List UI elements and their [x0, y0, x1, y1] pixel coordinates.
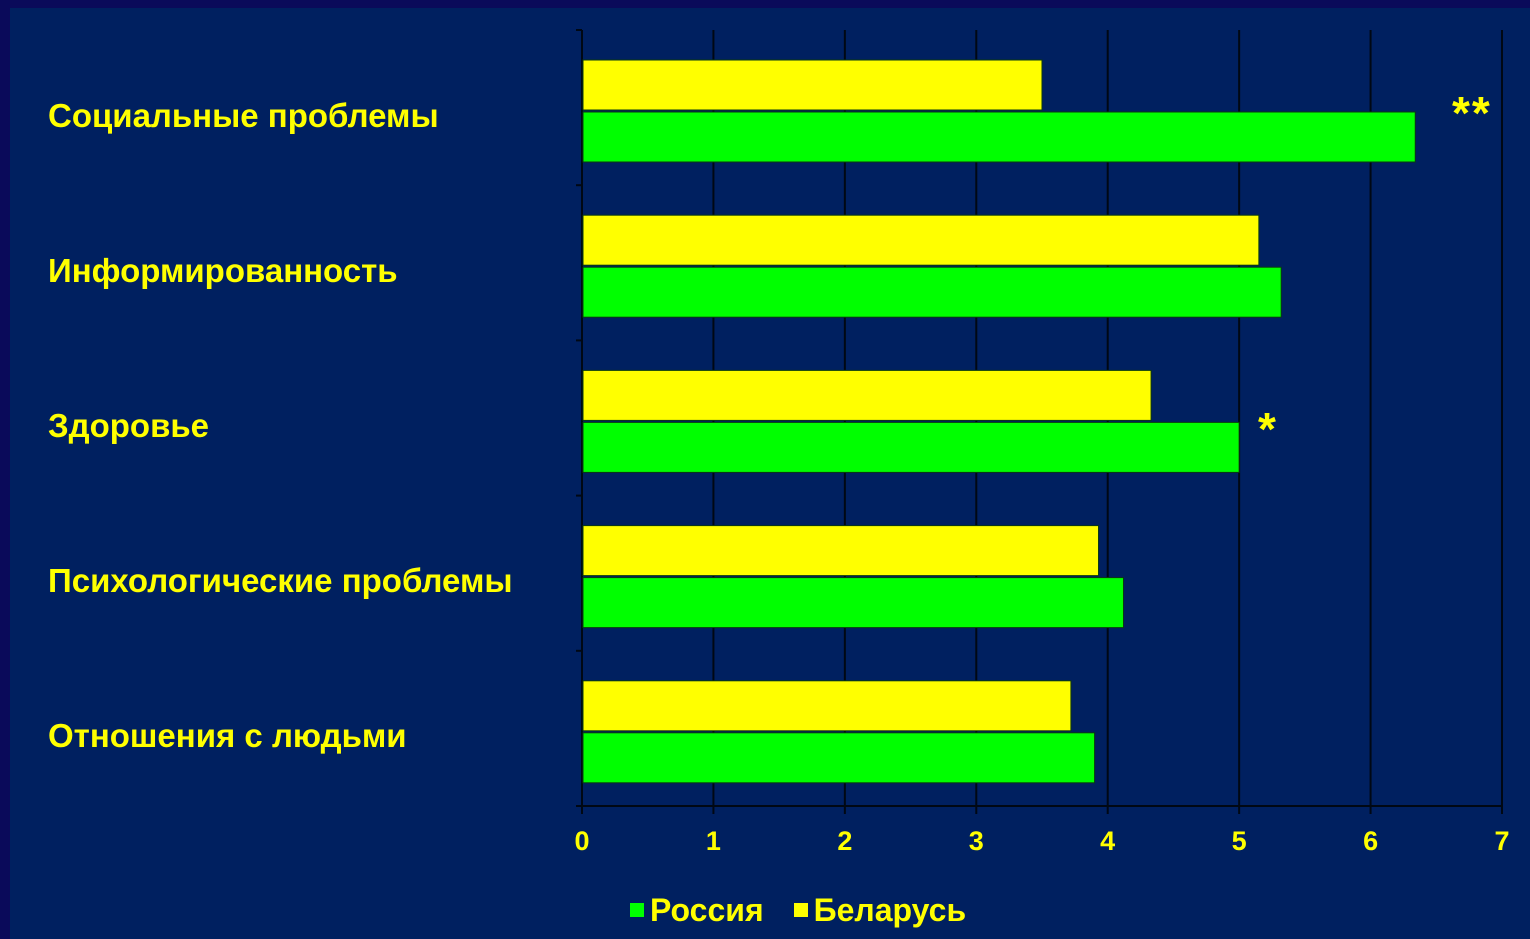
x-tick-label: 4 [1100, 826, 1116, 856]
legend-swatch-belarus [793, 903, 808, 917]
chart-plot [576, 29, 1503, 814]
significance-annotation-double: ** [1452, 87, 1492, 139]
bar-russia-3 [582, 577, 1124, 629]
chart-frame: Социальные проблемы Информированность Зд… [10, 8, 1530, 939]
bar-russia-2 [582, 421, 1240, 473]
x-tick-label: 6 [1363, 826, 1379, 856]
category-label-awareness: Информированность [48, 252, 398, 289]
category-label-social: Социальные проблемы [48, 97, 439, 134]
x-tick-label: 0 [574, 826, 590, 856]
bar-belarus-1 [582, 214, 1260, 266]
bar-belarus-4 [582, 680, 1072, 732]
legend-item-russia: Россия [630, 892, 764, 929]
x-tick-label: 2 [837, 826, 853, 856]
bar-belarus-0 [582, 59, 1043, 111]
bar-russia-0 [582, 111, 1416, 163]
legend: Россия Беларусь [630, 890, 966, 930]
category-label-relations: Отношения с людьми [48, 717, 407, 754]
legend-label-russia: Россия [650, 891, 764, 928]
legend-item-belarus: Беларусь [793, 891, 967, 929]
category-label-psychological: Психологические проблемы [48, 562, 513, 599]
x-tick-label: 1 [705, 826, 721, 856]
category-label-health: Здоровье [48, 407, 210, 444]
x-tick-label: 7 [1494, 826, 1510, 856]
bar-belarus-3 [582, 525, 1100, 577]
bar-belarus-2 [582, 369, 1152, 421]
legend-label-belarus: Беларусь [813, 891, 967, 928]
bar-russia-4 [582, 732, 1096, 784]
x-tick-label: 3 [968, 826, 984, 856]
x-tick-label: 5 [1231, 826, 1247, 856]
bar-russia-1 [582, 266, 1282, 318]
significance-annotation-single: * [1258, 403, 1278, 455]
legend-swatch-russia [630, 903, 644, 917]
